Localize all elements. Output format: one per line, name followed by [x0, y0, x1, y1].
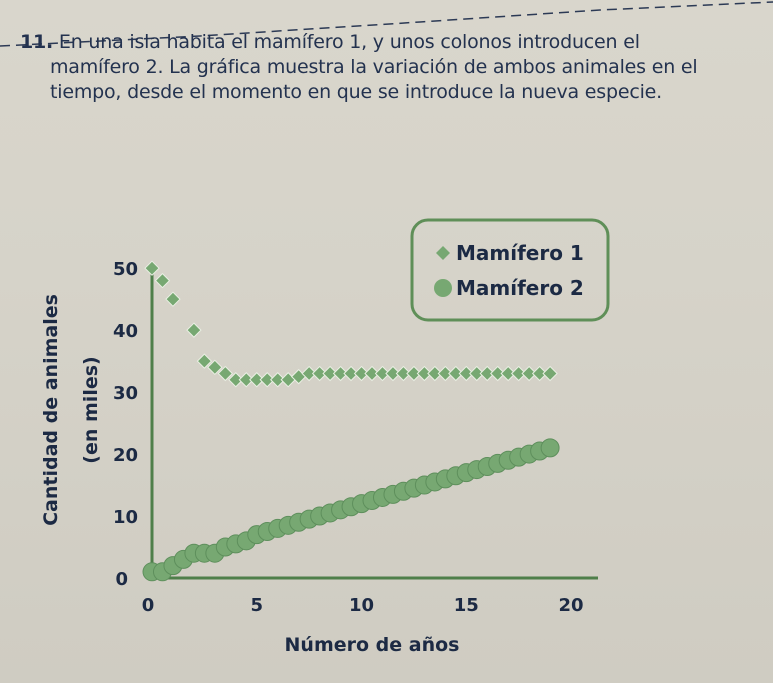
mamifero-1-point	[343, 365, 359, 382]
y-axis-title: Cantidad de animales	[40, 294, 62, 526]
problem-number: 11.	[20, 31, 54, 53]
mamifero-1-point	[510, 365, 527, 382]
mamifero-1-point	[186, 322, 202, 338]
mamifero-1-point	[416, 365, 433, 382]
mamifero-1-point	[311, 365, 328, 382]
y-tick-label: 10	[113, 507, 138, 528]
mamifero-1-point	[207, 359, 223, 376]
legend-box	[410, 218, 610, 322]
mamifero-1-point	[217, 365, 234, 382]
problem-statement: 11. En una isla habita el mamífero 1, y …	[20, 30, 760, 105]
mamifero-1-point	[165, 291, 181, 307]
legend-diamond-icon	[436, 246, 450, 260]
mamifero-1-point	[364, 365, 380, 382]
x-axis-title: Número de años	[285, 634, 460, 656]
mamifero-1-point	[458, 365, 474, 382]
mamifero-1-point	[238, 372, 254, 388]
mamifero-1-point	[322, 365, 338, 382]
mamifero-1-point	[196, 353, 213, 369]
mamifero-1-point	[542, 365, 558, 382]
mamifero-1-point	[469, 365, 485, 382]
mamifero-1-point	[531, 365, 548, 382]
legend-label: Mamífero 1	[456, 241, 584, 265]
chart-axes	[150, 262, 598, 580]
x-tick-label: 20	[559, 595, 584, 616]
problem-line-2: mamífero 2. La gráfica muestra la variac…	[50, 56, 698, 78]
mamifero-1-point	[144, 260, 160, 276]
y-tick-label: 50	[113, 259, 138, 280]
notebook-top-line	[0, 1, 773, 47]
legend-circle-icon	[434, 279, 452, 297]
mamifero-1-point	[353, 365, 370, 382]
axis-labels: Número de años Cantidad de animales (en mi…	[40, 294, 459, 656]
y-tick-label: 0	[115, 569, 128, 590]
mamifero-1-point	[521, 365, 537, 382]
mamifero-1-point	[490, 365, 506, 382]
mamifero-1-point	[228, 372, 244, 388]
mamifero-1-point	[249, 372, 265, 388]
mamifero-1-point	[259, 372, 275, 388]
mamifero-1-point	[427, 365, 443, 382]
problem-text-1: En una isla habita el mamífero 1, y unos…	[58, 31, 640, 53]
mamifero-1-point	[270, 372, 286, 388]
mamifero-1-point	[154, 272, 171, 289]
x-tick-label: 10	[349, 595, 374, 616]
legend-label: Mamífero 2	[456, 276, 584, 300]
mamifero-1-point	[301, 365, 317, 382]
chart-legend: Mamífero 1 Mamífero 2	[410, 218, 610, 322]
mamifero-1-point	[374, 365, 391, 382]
mamifero-1-point	[395, 365, 412, 382]
problem-line-3: tiempo, desde el momento en que se intro…	[50, 81, 662, 103]
mamifero-1-point	[479, 365, 495, 382]
mamifero-1-point	[406, 365, 422, 382]
y-tick-label: 20	[113, 445, 138, 466]
y-axis-subtitle: (en miles)	[80, 356, 102, 463]
axis-ticks: 0 10 20 30 40 50 0 5 10 15 20	[113, 259, 584, 616]
y-tick-label: 30	[113, 383, 138, 404]
mamifero-1-point	[385, 365, 401, 382]
x-tick-label: 5	[250, 595, 263, 616]
mamifero-2-point	[540, 438, 560, 458]
mamifero-1-point	[500, 365, 516, 382]
chart-marks	[142, 260, 560, 582]
y-tick-label: 40	[113, 321, 138, 342]
mamifero-1-point	[332, 365, 349, 382]
x-tick-label: 0	[142, 595, 155, 616]
mamifero-1-point	[448, 365, 464, 382]
problem-line-1: 11. En una isla habita el mamífero 1, y …	[20, 30, 760, 55]
x-tick-label: 15	[454, 595, 479, 616]
mamifero-1-point	[437, 365, 454, 382]
